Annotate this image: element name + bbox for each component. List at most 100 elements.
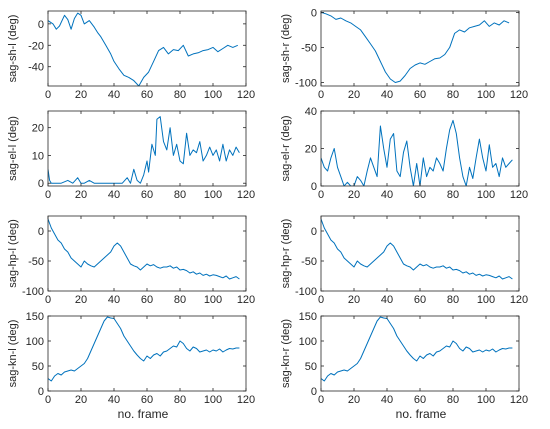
x-tick-label: 60 (141, 89, 153, 101)
x-tick-label: 100 (204, 189, 222, 201)
y-tick-label: 0 (311, 386, 317, 398)
x-tick-label: 0 (45, 189, 51, 201)
y-axis-label: sag-sh-r (deg) (280, 14, 292, 83)
y-tick-label: 0 (38, 386, 44, 398)
x-tick-label: 120 (237, 89, 255, 101)
series-line (48, 218, 240, 280)
x-tick-label: 40 (381, 394, 393, 406)
x-tick-label: 80 (174, 189, 186, 201)
x-tick-label: 80 (174, 89, 186, 101)
y-tick-label: 0 (311, 226, 317, 238)
x-tick-label: 20 (75, 189, 87, 201)
x-tick-label: 120 (510, 89, 528, 101)
x-tick-label: 40 (108, 89, 120, 101)
x-axis-label-left: no. frame (118, 407, 169, 421)
series-line (48, 316, 240, 382)
x-tick-label: 20 (348, 394, 360, 406)
x-tick-label: 40 (381, 294, 393, 306)
series-line (321, 119, 513, 186)
y-tick-label: -50 (28, 256, 44, 268)
x-tick-label: 100 (477, 394, 495, 406)
y-axis-label: sag-el-l (deg) (7, 116, 19, 181)
y-tick-label: 0 (38, 178, 44, 190)
y-axis-label: sag-kn-r (deg) (280, 319, 292, 388)
y-tick-label: 50 (305, 361, 317, 373)
x-tick-label: 120 (237, 294, 255, 306)
y-axis-label: sag-kn-l (deg) (7, 320, 19, 388)
series-line (48, 12, 238, 86)
y-tick-label: 40 (305, 106, 317, 118)
x-tick-label: 100 (204, 89, 222, 101)
x-tick-label: 100 (204, 294, 222, 306)
x-tick-label: 0 (45, 89, 51, 101)
x-tick-label: 120 (237, 394, 255, 406)
x-tick-label: 60 (141, 394, 153, 406)
x-tick-label: 80 (174, 294, 186, 306)
y-tick-label: -100 (295, 77, 317, 89)
x-tick-label: 100 (204, 394, 222, 406)
x-tick-label: 0 (45, 394, 51, 406)
y-tick-label: -100 (22, 286, 44, 298)
subplot-8: 0 20 40 60 80 100 120 0 50 100 150 sag-kn-r (deg) (280, 311, 528, 406)
series-line (321, 218, 513, 280)
x-tick-label: 80 (447, 189, 459, 201)
y-tick-label: -50 (301, 256, 317, 268)
y-tick-label: 100 (299, 336, 317, 348)
x-tick-label: 60 (141, 189, 153, 201)
y-tick-label: 150 (26, 311, 44, 323)
subplot-4: 0 20 40 60 80 100 120 0 20 40 sag-el-r (deg) (280, 106, 528, 201)
x-tick-label: 0 (318, 294, 324, 306)
y-tick-label: -20 (28, 40, 44, 52)
x-tick-label: 40 (381, 89, 393, 101)
x-tick-label: 20 (348, 89, 360, 101)
y-tick-label: 100 (26, 336, 44, 348)
subplot-5: 0 20 40 60 80 100 120 -100 -50 0 sag-hp-l (deg) (7, 215, 255, 306)
subplot-3: 0 20 40 60 80 100 120 0 10 20 sag-el-l (deg) (7, 110, 255, 201)
y-tick-label: 20 (32, 123, 44, 135)
x-tick-label: 0 (318, 189, 324, 201)
x-tick-label: 120 (510, 189, 528, 201)
y-axis-label: sag-hp-l (deg) (7, 219, 19, 287)
x-tick-label: 80 (174, 394, 186, 406)
x-tick-label: 40 (108, 294, 120, 306)
subplot-6: 0 20 40 60 80 100 120 -100 -50 0 sag-hp-r (deg) (280, 215, 528, 306)
x-tick-label: 60 (414, 189, 426, 201)
x-tick-label: 20 (75, 394, 87, 406)
x-tick-label: 0 (318, 394, 324, 406)
x-tick-label: 20 (75, 294, 87, 306)
y-axis-label: sag-sh-l (deg) (7, 15, 19, 83)
x-tick-label: 40 (108, 189, 120, 201)
x-tick-label: 100 (477, 189, 495, 201)
x-tick-label: 60 (141, 294, 153, 306)
x-tick-label: 40 (381, 189, 393, 201)
x-tick-label: 20 (348, 189, 360, 201)
series-line (321, 316, 513, 382)
y-tick-label: 0 (311, 7, 317, 19)
x-tick-label: 40 (108, 394, 120, 406)
y-tick-label: 0 (38, 226, 44, 238)
x-tick-label: 60 (414, 394, 426, 406)
x-tick-label: 0 (318, 89, 324, 101)
series-line (48, 116, 240, 184)
y-axis-label: sag-hp-r (deg) (280, 219, 292, 289)
y-tick-label: 0 (38, 19, 44, 31)
subplot-7: 0 20 40 60 80 100 120 0 50 100 150 sag-kn-l (deg) (7, 311, 255, 406)
x-tick-label: 80 (447, 89, 459, 101)
x-tick-label: 100 (477, 294, 495, 306)
x-tick-label: 60 (414, 294, 426, 306)
y-tick-label: 0 (311, 181, 317, 193)
x-tick-label: 0 (45, 294, 51, 306)
subplot-1: 0 20 40 60 80 100 120 -40 -20 0 sag-sh-l (deg) (7, 10, 255, 101)
subplot-2: 0 20 40 60 80 100 120 -100 -50 0 sag-sh-r (deg) (280, 7, 528, 101)
x-tick-label: 100 (477, 89, 495, 101)
y-tick-label: -100 (295, 286, 317, 298)
y-tick-label: 10 (32, 150, 44, 162)
x-tick-label: 60 (414, 89, 426, 101)
x-tick-label: 120 (237, 189, 255, 201)
y-tick-label: 150 (299, 311, 317, 323)
x-tick-label: 20 (348, 294, 360, 306)
y-tick-label: 50 (32, 361, 44, 373)
